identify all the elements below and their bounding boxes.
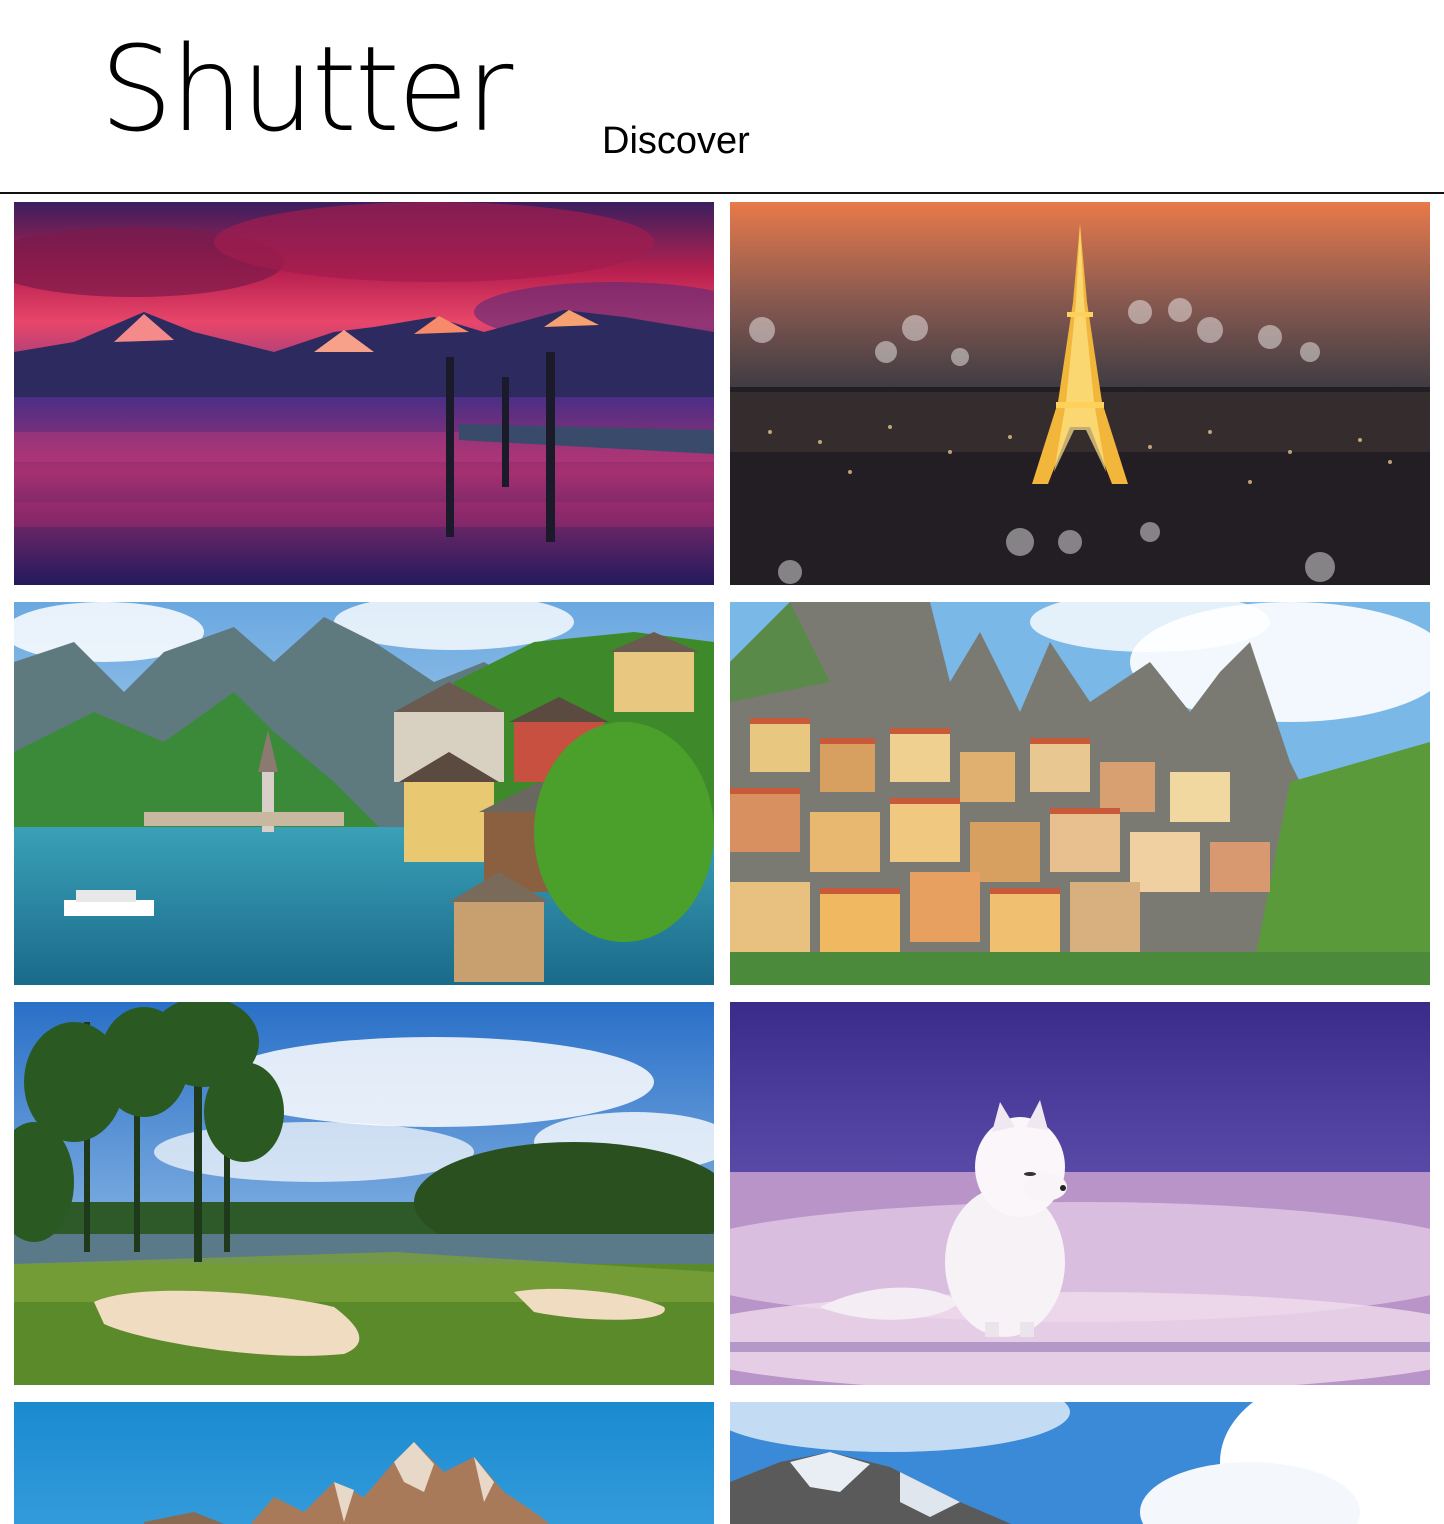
nav-discover-link[interactable]: Discover: [602, 120, 750, 162]
photo-tile-rocky-peaks[interactable]: [14, 1402, 714, 1524]
photo-eiffel-tower-image: [730, 202, 1430, 585]
photo-alpine-village-image: [14, 602, 714, 985]
photo-hillside-town-image: [730, 602, 1430, 985]
site-header: Shutter Discover: [0, 0, 1444, 194]
photo-tile-hillside-town[interactable]: [730, 602, 1430, 985]
site-logo[interactable]: Shutter: [100, 20, 513, 158]
photo-arctic-fox-image: [730, 1002, 1430, 1385]
photo-rocky-peaks-image: [14, 1402, 714, 1524]
photo-mountain-clouds-image: [730, 1402, 1430, 1524]
photo-tile-mountain-clouds[interactable]: [730, 1402, 1430, 1524]
photo-tile-eiffel-tower[interactable]: [730, 202, 1430, 585]
photo-sunset-lake-image: [14, 202, 714, 585]
photo-golf-course-image: [14, 1002, 714, 1385]
photo-tile-arctic-fox[interactable]: [730, 1002, 1430, 1385]
photo-tile-alpine-village[interactable]: [14, 602, 714, 985]
photo-tile-golf-course[interactable]: [14, 1002, 714, 1385]
photo-tile-sunset-lake[interactable]: [14, 202, 714, 585]
